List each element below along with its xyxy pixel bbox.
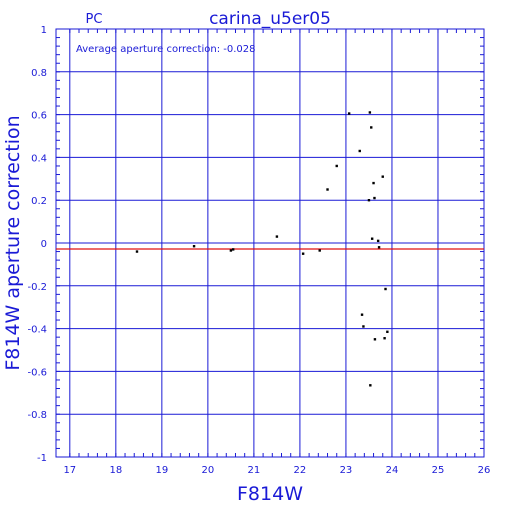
y-tick-label: -0.6: [27, 367, 47, 378]
x-tick-label: 22: [294, 465, 307, 476]
x-tick-label: 24: [386, 465, 399, 476]
x-tick-label: 23: [340, 465, 353, 476]
y-tick-label: 0: [41, 239, 47, 250]
y-tick-label: 0.4: [31, 153, 47, 164]
data-point: [360, 313, 364, 316]
data-point: [384, 287, 387, 291]
data-point: [369, 384, 372, 387]
x-tick-label: 19: [155, 465, 168, 476]
data-point: [347, 112, 351, 115]
data-point: [373, 196, 376, 200]
data-point: [231, 248, 235, 251]
y-tick-label: -0.4: [27, 325, 47, 336]
chart-subtitle: PC: [86, 12, 103, 27]
data-point: [335, 164, 338, 168]
x-tick-label: 21: [248, 465, 261, 476]
y-tick-label: -0.8: [27, 410, 47, 421]
data-point: [370, 237, 374, 240]
x-axis-label: F814W: [237, 483, 303, 505]
x-tick-label: 18: [109, 465, 122, 476]
data-point: [373, 338, 377, 341]
y-tick-label: -0.2: [27, 282, 47, 293]
data-point: [381, 175, 384, 178]
chart-annotation: Average aperture correction: -0.028: [76, 44, 256, 55]
y-tick-label: 1: [41, 25, 47, 36]
point-layer: [135, 111, 389, 387]
data-point: [362, 325, 365, 328]
x-tick-label: 25: [432, 465, 445, 476]
data-point: [368, 111, 372, 114]
tick-layer: 17 18 19 20 21 22 23 24 25 26 1 0.8 0.6 0.4 0.2 0 -0.2 -0…: [27, 25, 490, 476]
data-point: [275, 235, 279, 238]
data-point: [326, 188, 329, 191]
data-point: [318, 249, 321, 252]
y-tick-label: 0.2: [31, 196, 47, 207]
y-tick-label: 0.6: [31, 111, 47, 122]
data-point: [376, 239, 380, 243]
x-tick-label: 20: [202, 465, 215, 476]
grid-layer: [55, 28, 485, 458]
data-point: [229, 249, 233, 252]
x-tick-label: 17: [63, 465, 76, 476]
data-point: [135, 250, 139, 253]
data-point: [377, 246, 381, 249]
chart-title: carina_u5er05: [209, 9, 331, 29]
data-point: [386, 330, 389, 334]
y-axis-label: F814W aperture correction: [2, 115, 24, 370]
data-point: [301, 252, 305, 255]
data-point: [370, 126, 373, 129]
data-point: [372, 181, 375, 185]
data-point: [367, 199, 371, 202]
data-point: [358, 149, 361, 153]
y-tick-label: 0.8: [31, 68, 47, 79]
x-tick-label: 26: [478, 465, 491, 476]
data-point: [192, 245, 196, 248]
data-point: [383, 337, 386, 340]
y-tick-label: -1: [37, 453, 47, 464]
